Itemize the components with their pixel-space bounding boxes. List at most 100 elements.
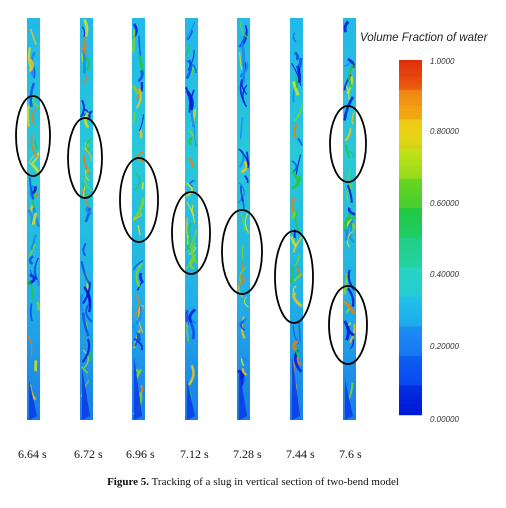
flow-streak [81, 338, 91, 363]
water-free-zone [29, 380, 37, 420]
flow-streak [294, 211, 301, 233]
pipe-snapshot [237, 18, 250, 420]
colorbar-band [399, 267, 422, 283]
flow-streak [346, 184, 353, 203]
legend-colorbar [399, 60, 422, 415]
colorbar-band [399, 341, 422, 357]
flow-streak [238, 31, 248, 48]
flow-streak [88, 110, 93, 119]
flow-streak [188, 308, 197, 324]
pipe-snapshot [79, 18, 93, 420]
flow-streak [132, 85, 140, 95]
colorbar-band [399, 74, 422, 91]
slug-markers [15, 95, 368, 365]
slug-ellipse-5 [221, 209, 263, 295]
time-label-4: 7.12 s [180, 447, 209, 461]
figure-caption-text: Tracking of a slug in vertical section o… [149, 476, 399, 488]
flow-streak [295, 154, 302, 175]
flow-streak [31, 212, 38, 226]
flow-streak [239, 320, 246, 331]
flow-streak [133, 212, 142, 220]
pipe-snapshot [185, 18, 198, 420]
flow-streak [140, 81, 144, 92]
flow-streak [185, 253, 196, 270]
colorbar-band [399, 281, 422, 298]
colorbar-band [399, 193, 422, 209]
flow-streak [185, 182, 194, 198]
flow-streak [348, 150, 355, 159]
flow-streak [29, 82, 36, 108]
flow-streak [85, 137, 93, 151]
flow-streak [351, 111, 355, 125]
flow-streak [193, 124, 197, 148]
flow-streak [82, 242, 87, 257]
flow-streak [28, 335, 33, 357]
flow-streak [186, 90, 194, 111]
flow-streak [187, 222, 192, 240]
flow-streak [84, 207, 91, 223]
flow-streak [190, 242, 198, 264]
time-label-2: 6.72 s [74, 447, 103, 461]
flow-streak [85, 302, 93, 323]
flow-streak [185, 59, 192, 80]
flow-streak [343, 376, 353, 389]
slug-ellipse-6 [274, 230, 314, 324]
flow-streak [133, 293, 140, 317]
flow-streak [188, 89, 195, 113]
flow-streak [295, 266, 302, 279]
flow-streak [187, 229, 198, 253]
water-free-zone [187, 380, 195, 420]
flow-streak [298, 322, 301, 342]
flow-streak [85, 56, 91, 72]
flow-streak [132, 112, 136, 125]
legend-tick-6: 0.00000 [430, 415, 459, 424]
flow-streak [348, 383, 355, 405]
flow-streak [348, 166, 352, 190]
flow-streak [290, 197, 296, 213]
flow-streak [239, 116, 244, 140]
flow-streak [131, 29, 136, 53]
flow-streak [81, 182, 88, 198]
flow-streak [34, 140, 38, 150]
flow-streak [84, 169, 93, 192]
flow-streak [189, 322, 196, 340]
flow-streak [186, 22, 196, 40]
figure-caption-label: Figure 5. [107, 476, 150, 488]
flow-streak [243, 296, 250, 308]
flow-streak [28, 177, 35, 200]
flow-streak [294, 254, 300, 267]
flow-streak [30, 152, 40, 166]
flow-streak [138, 128, 143, 139]
flow-streak [138, 272, 145, 284]
colorbar-band [399, 326, 422, 342]
flow-streak [186, 60, 197, 74]
flow-streak [240, 42, 246, 67]
flow-streak [188, 136, 193, 146]
flow-streak [242, 84, 248, 108]
flow-streak [31, 185, 37, 195]
colorbar-band [399, 207, 422, 224]
colorbar-band [399, 370, 422, 386]
colorbar-band [399, 252, 422, 268]
flow-streak [31, 163, 40, 173]
flow-streak [80, 99, 85, 118]
pipe-body [132, 18, 145, 420]
flow-streak [344, 128, 352, 142]
flow-streak [292, 32, 297, 43]
flow-streak [135, 88, 142, 109]
colorbar-band [399, 385, 422, 401]
flow-streak [79, 293, 84, 312]
flow-streak [343, 96, 355, 121]
flow-streak [346, 183, 353, 202]
flow-streak [239, 51, 243, 70]
flow-streak [240, 352, 250, 363]
flow-streak [187, 364, 195, 386]
legend-tick-1: 1.0000 [430, 57, 455, 66]
flow-streak [32, 97, 40, 108]
water-free-zone [82, 368, 90, 420]
flow-streak [291, 63, 302, 86]
flow-streak [291, 174, 302, 190]
time-label-3: 6.96 s [126, 447, 155, 461]
flow-streak [238, 274, 245, 287]
